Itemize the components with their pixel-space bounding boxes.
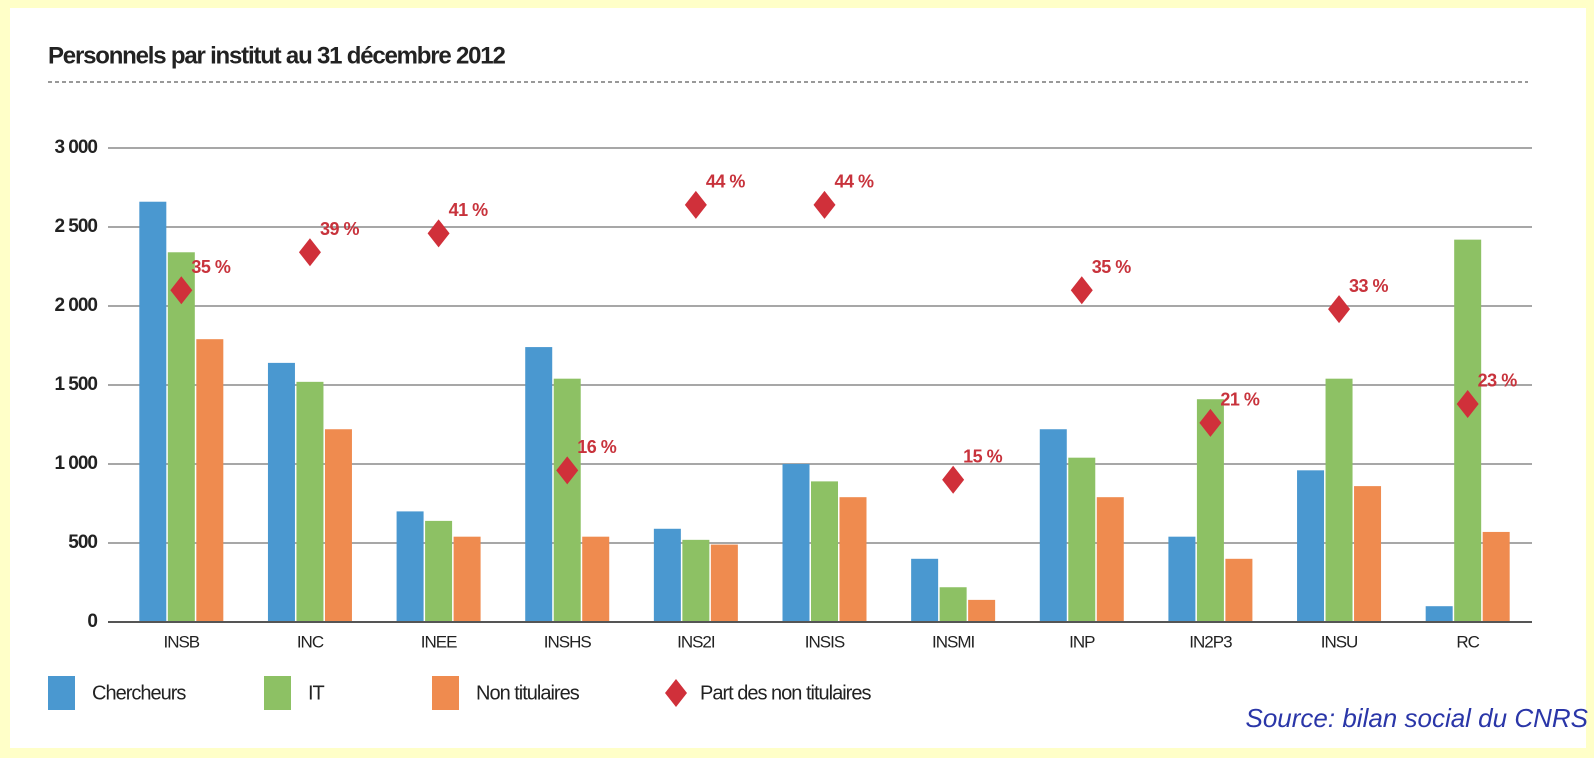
diamond-marker — [1070, 276, 1093, 305]
x-tick-label: INEE — [421, 632, 457, 651]
bar — [1096, 497, 1124, 622]
bar — [453, 536, 481, 622]
bar — [1482, 531, 1510, 622]
diamond-marker — [1328, 295, 1351, 324]
bar — [167, 252, 195, 622]
data-label: 44 % — [706, 172, 746, 192]
legend-label: IT — [308, 682, 325, 704]
diamond-marker — [427, 219, 450, 248]
x-tick-label: RC — [1456, 632, 1479, 651]
bar — [396, 511, 424, 622]
x-tick-label: INSB — [163, 632, 199, 651]
x-tick-label: INSIS — [805, 632, 845, 651]
bar — [1325, 378, 1353, 622]
y-tick-label: 2 500 — [54, 216, 97, 237]
bar — [1225, 558, 1253, 622]
data-label: 35 % — [1092, 257, 1132, 277]
legend-label: Chercheurs — [92, 682, 186, 704]
x-tick-label: INP — [1069, 632, 1095, 651]
y-tick-label: 0 — [87, 611, 97, 632]
bar — [1454, 239, 1482, 622]
legend-label: Part des non titulaires — [700, 682, 871, 704]
legend-swatch — [432, 676, 459, 710]
x-tick-label: INSMI — [932, 632, 975, 651]
bar — [1425, 606, 1453, 622]
data-label: 35 % — [191, 257, 231, 277]
bar — [425, 520, 453, 622]
x-tick-label: INSU — [1321, 632, 1358, 651]
data-label: 16 % — [577, 437, 617, 457]
bar — [296, 381, 324, 622]
source: Source: bilan social du CNRS — [1246, 703, 1589, 733]
bar — [710, 544, 738, 622]
data-label: 33 % — [1349, 276, 1389, 296]
diamond-marker — [556, 456, 579, 485]
bar — [196, 339, 224, 622]
y-tick-label: 2 000 — [54, 295, 97, 316]
diamond-marker — [942, 465, 965, 494]
bar — [811, 481, 838, 622]
bar — [267, 362, 295, 622]
x-tick-label: INSHS — [544, 632, 592, 651]
y-tick-label: 1 000 — [54, 453, 97, 474]
data-label: 21 % — [1220, 390, 1260, 410]
bar — [553, 378, 581, 622]
bar — [1354, 486, 1382, 622]
x-tick-label: IN2P3 — [1189, 632, 1232, 651]
diamond-marker — [684, 190, 707, 219]
diamond-marker — [170, 276, 193, 305]
bar — [782, 464, 810, 622]
bar — [324, 429, 352, 622]
data-label: 41 % — [449, 200, 489, 220]
data-label: 15 % — [963, 447, 1003, 467]
x-tick-label: INS2I — [677, 632, 715, 651]
legend-label: Non titulaires — [476, 682, 580, 704]
y-tick-label: 1 500 — [54, 374, 97, 395]
legend-swatch — [665, 679, 687, 707]
bar — [525, 347, 553, 622]
bar — [1039, 429, 1067, 622]
legend-swatch — [264, 676, 291, 710]
bar — [653, 528, 681, 622]
chart-title: Personnels par institut au 31 décembre 2… — [48, 42, 505, 69]
bar — [1068, 457, 1096, 622]
bar — [911, 558, 939, 622]
bar — [1297, 470, 1325, 622]
data-label: 23 % — [1478, 371, 1518, 391]
bar — [939, 587, 967, 622]
bar — [1168, 536, 1196, 622]
bar — [139, 201, 167, 622]
y-tick-label: 3 000 — [54, 137, 97, 158]
diamond-marker — [1456, 389, 1479, 418]
diamond-marker — [813, 190, 836, 219]
bar — [682, 539, 710, 622]
legend-swatch — [48, 676, 75, 710]
x-tick-label: INC — [297, 632, 324, 651]
bar — [582, 536, 610, 622]
diamond-marker — [298, 238, 321, 267]
data-label: 39 % — [320, 219, 360, 239]
bar — [968, 599, 996, 622]
data-label: 44 % — [835, 172, 875, 192]
y-tick-label: 500 — [68, 532, 97, 553]
bar — [839, 497, 867, 622]
diamond-marker — [1199, 408, 1222, 437]
